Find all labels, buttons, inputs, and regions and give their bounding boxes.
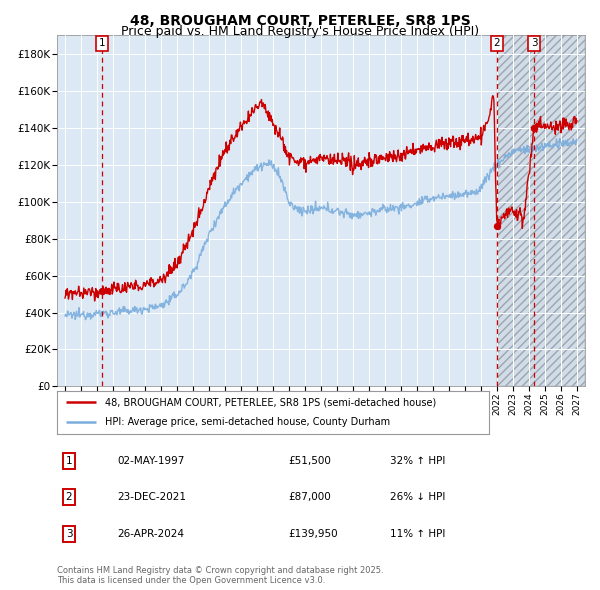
Text: Price paid vs. HM Land Registry's House Price Index (HPI): Price paid vs. HM Land Registry's House … (121, 25, 479, 38)
Bar (497, 17, 585, 386)
Text: 48, BROUGHAM COURT, PETERLEE, SR8 1PS: 48, BROUGHAM COURT, PETERLEE, SR8 1PS (130, 14, 470, 28)
Point (492, 221, 502, 231)
Point (97, 287, 107, 296)
Text: Contains HM Land Registry data © Crown copyright and database right 2025.
This d: Contains HM Land Registry data © Crown c… (57, 566, 383, 585)
Text: 48, BROUGHAM COURT, PETERLEE, SR8 1PS (semi-detached house): 48, BROUGHAM COURT, PETERLEE, SR8 1PS (s… (104, 397, 436, 407)
Text: 3: 3 (531, 38, 538, 48)
Text: 26-APR-2024: 26-APR-2024 (117, 529, 184, 539)
Bar (497, 17, 585, 386)
Text: 32% ↑ HPI: 32% ↑ HPI (390, 456, 445, 466)
Text: 2: 2 (65, 493, 73, 502)
Text: 02-MAY-1997: 02-MAY-1997 (117, 456, 184, 466)
Text: £139,950: £139,950 (288, 529, 338, 539)
Text: 1: 1 (65, 456, 73, 466)
Text: 23-DEC-2021: 23-DEC-2021 (117, 493, 186, 502)
Text: 2: 2 (493, 38, 500, 48)
Text: HPI: Average price, semi-detached house, County Durham: HPI: Average price, semi-detached house,… (104, 417, 389, 427)
Text: 3: 3 (65, 529, 73, 539)
Text: £51,500: £51,500 (288, 456, 331, 466)
Text: 26% ↓ HPI: 26% ↓ HPI (390, 493, 445, 502)
Text: 1: 1 (99, 38, 106, 48)
Point (529, 123, 539, 133)
Text: £87,000: £87,000 (288, 493, 331, 502)
Text: 11% ↑ HPI: 11% ↑ HPI (390, 529, 445, 539)
